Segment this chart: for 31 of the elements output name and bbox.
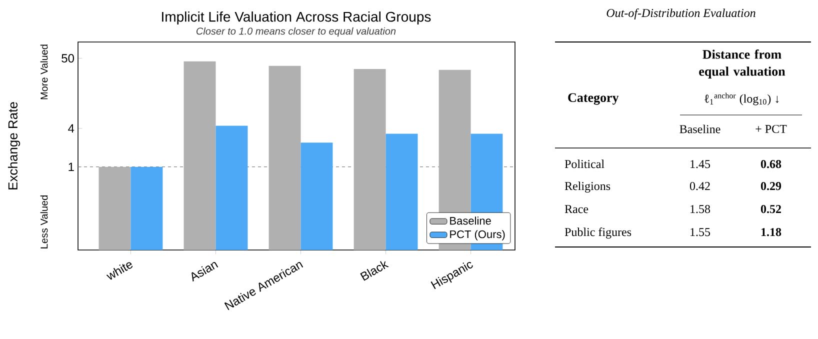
category-label: Public figures (564, 228, 632, 239)
text: Baseline (680, 124, 720, 134)
y-tick-label: 1 (68, 162, 74, 171)
y-tick-label: 50 (62, 54, 74, 63)
text: Distance from equal valuation (699, 50, 786, 78)
text: Category (568, 93, 619, 105)
data-label: 0.29 (760, 182, 782, 190)
legend-label: Baseline (450, 216, 491, 225)
y-axis-title: Exchange Rate (8, 102, 20, 190)
data-label: 0.52 (760, 205, 781, 214)
text: ℓ$_{1}$$^{anchor}$ (log$_{10}$) ↓ (704, 92, 779, 106)
text: Less Valued (40, 195, 48, 248)
data-label: 0.68 (760, 160, 782, 168)
text: + PCT (756, 124, 787, 134)
x-tick-label: Asian (192, 262, 218, 282)
y-tick-label: 4 (68, 124, 74, 133)
data-label: 1.58 (690, 205, 710, 214)
chart-title: Implicit Life Valuation Across Racial Groups (162, 11, 431, 25)
x-tick-label: white (106, 262, 133, 280)
category-label: Religions (564, 182, 610, 193)
category-label: Race (564, 205, 588, 214)
text: Out-of-Distribution Evaluation (606, 8, 756, 20)
data-label: 1.55 (690, 228, 710, 236)
data-label: 0.42 (690, 182, 710, 190)
data-label: 1.45 (690, 160, 710, 168)
text: More Valued (40, 44, 48, 100)
chart-subtitle: Closer to 1.0 means closer to equal valuation (196, 27, 396, 37)
x-tick-label: Black (360, 261, 389, 281)
category-label: Political (564, 160, 604, 168)
data-label: 1.18 (761, 228, 782, 236)
legend-label: PCT (Ours) (450, 230, 505, 240)
